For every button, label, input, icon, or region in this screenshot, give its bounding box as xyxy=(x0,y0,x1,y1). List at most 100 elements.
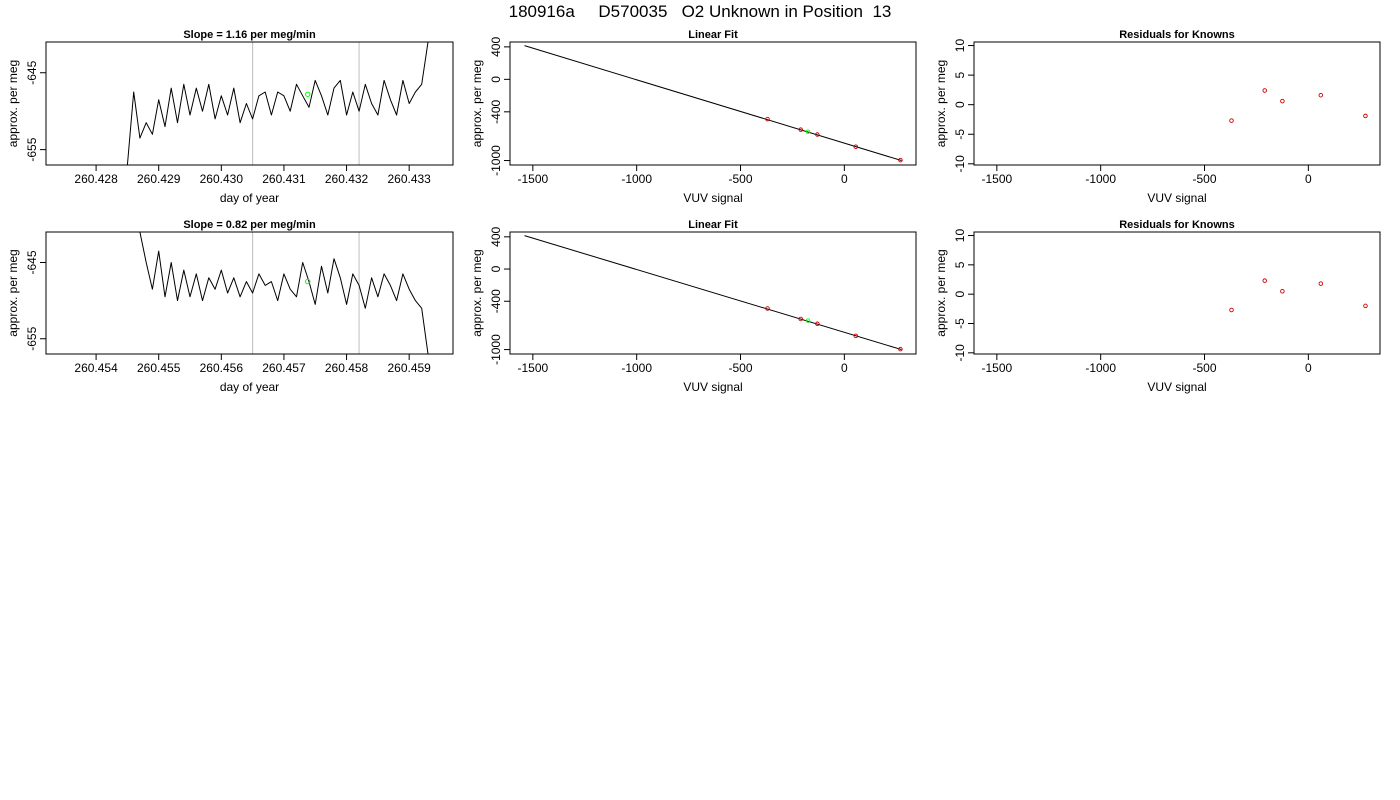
x-tick-label: 260.457 xyxy=(262,361,306,375)
known-point xyxy=(1262,88,1267,93)
signal-trace xyxy=(139,232,429,354)
plot-area xyxy=(1229,278,1368,313)
x-tick-label: 260.456 xyxy=(200,361,244,375)
panel-title: Linear Fit xyxy=(688,29,738,41)
plot-area xyxy=(524,235,903,352)
unknown-point xyxy=(805,318,811,323)
x-tick-label: 260.432 xyxy=(325,172,369,186)
known-point xyxy=(815,321,820,327)
y-tick-label: -645 xyxy=(25,250,39,274)
y-tick-label: -400 xyxy=(489,99,503,123)
known-point xyxy=(798,127,803,132)
x-tick-label: -500 xyxy=(1193,361,1217,375)
y-tick-label: 400 xyxy=(489,37,503,57)
x-axis-label: VUV signal xyxy=(1147,380,1206,394)
x-tick-label: 260.428 xyxy=(74,172,118,186)
chart-panel-3: Residuals for Knowns VUV signal approx. pe… xyxy=(934,29,1381,205)
figure-title: 180916a D570035 O2 Unknown in Position 1… xyxy=(508,2,892,21)
known-point xyxy=(1229,307,1234,313)
y-tick-label: -1000 xyxy=(489,334,503,365)
y-tick-label: -645 xyxy=(25,60,39,84)
known-point xyxy=(1280,98,1285,104)
x-axis-label: day of year xyxy=(220,191,279,205)
x-tick-label: 260.454 xyxy=(74,361,118,375)
fit-line xyxy=(524,235,902,351)
x-tick-label: -500 xyxy=(729,361,753,375)
x-tick-label: -1000 xyxy=(621,172,652,186)
y-tick-label: 5 xyxy=(953,261,967,268)
x-axis-label: VUV signal xyxy=(683,380,742,394)
x-tick-label: -1500 xyxy=(517,172,548,186)
y-tick-label: 0 xyxy=(489,76,503,83)
y-tick-label: -5 xyxy=(953,129,967,140)
y-axis-label: approx. per meg xyxy=(6,249,20,336)
y-tick-label: -1000 xyxy=(489,145,503,176)
known-point xyxy=(1363,303,1368,309)
x-tick-label: 0 xyxy=(841,172,848,186)
plot-frame xyxy=(973,231,1381,355)
plot-area xyxy=(524,45,903,163)
y-axis-label: approx. per meg xyxy=(6,60,20,147)
known-point xyxy=(853,333,859,339)
y-tick-label: -5 xyxy=(953,318,967,329)
known-point xyxy=(815,132,820,137)
x-tick-label: -1000 xyxy=(1085,361,1116,375)
x-tick-label: 260.433 xyxy=(387,172,431,186)
y-tick-label: -400 xyxy=(489,289,503,313)
y-tick-label: -10 xyxy=(953,344,967,362)
y-tick-label: -10 xyxy=(953,155,967,173)
fit-line xyxy=(524,45,902,162)
x-tick-label: 260.459 xyxy=(387,361,431,375)
known-point xyxy=(1318,281,1324,286)
known-point xyxy=(1318,92,1324,98)
panel-title: Residuals for Knowns xyxy=(1119,29,1235,41)
y-axis-label: approx. per meg xyxy=(934,249,948,336)
y-tick-label: 400 xyxy=(489,226,503,246)
known-point xyxy=(1280,288,1285,294)
y-tick-label: 0 xyxy=(953,291,967,298)
x-tick-label: 260.430 xyxy=(200,172,244,186)
y-axis-label: approx. per meg xyxy=(470,60,484,147)
plot-frame xyxy=(45,41,454,166)
signal-trace xyxy=(126,42,429,165)
plot-frame xyxy=(509,41,917,166)
x-tick-label: 260.458 xyxy=(325,361,369,375)
x-axis-label: day of year xyxy=(220,380,279,394)
chart-panel-5: Linear Fit VUV signal approx. per meg -1500… xyxy=(470,219,917,394)
chart-panel-4: Slope = 0.82 per meg/min day of year appro… xyxy=(6,219,454,394)
panel-title: Residuals for Knowns xyxy=(1119,219,1235,231)
plot-frame xyxy=(973,41,1381,166)
y-tick-label: 10 xyxy=(953,39,967,53)
x-tick-label: -1500 xyxy=(981,172,1012,186)
chart-panel-1: Slope = 1.16 per meg/min day of year appro… xyxy=(6,29,454,205)
x-axis-label: VUV signal xyxy=(1147,191,1206,205)
x-tick-label: -1000 xyxy=(1085,172,1116,186)
known-point xyxy=(765,306,770,311)
y-tick-label: 0 xyxy=(953,101,967,108)
y-tick-label: -655 xyxy=(25,326,39,350)
x-tick-label: 260.455 xyxy=(137,361,181,375)
unknown-marker xyxy=(305,278,311,285)
x-tick-label: -1500 xyxy=(981,361,1012,375)
x-tick-label: -500 xyxy=(729,172,753,186)
y-tick-label: 10 xyxy=(953,229,967,243)
y-axis-label: approx. per meg xyxy=(934,60,948,147)
x-tick-label: 260.431 xyxy=(262,172,306,186)
plot-area xyxy=(1229,88,1368,123)
known-point xyxy=(765,116,770,122)
known-point xyxy=(1229,118,1234,123)
y-tick-label: -655 xyxy=(25,137,39,161)
known-point xyxy=(898,157,903,163)
plot-area xyxy=(139,232,429,354)
y-axis-label: approx. per meg xyxy=(470,249,484,336)
panel-title: Slope = 0.82 per meg/min xyxy=(183,219,316,231)
unknown-point xyxy=(805,129,811,134)
x-tick-label: 0 xyxy=(1305,172,1312,186)
plot-frame xyxy=(45,231,454,355)
x-tick-label: -1000 xyxy=(621,361,652,375)
plot-frame xyxy=(509,231,917,355)
y-tick-label: 5 xyxy=(953,71,967,78)
x-tick-label: 0 xyxy=(841,361,848,375)
